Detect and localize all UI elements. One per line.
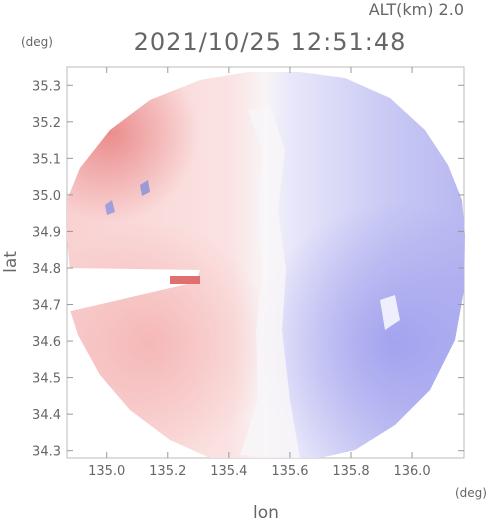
altitude-label: ALT(km) 2.0 xyxy=(369,0,464,19)
y-tick-label: 35.1 xyxy=(32,152,61,167)
x-tick-label: 135.4 xyxy=(210,464,247,479)
y-axis-ticks: 34.3 34.4 34.5 34.6 34.7 34.8 34.9 35.0 35.1 35.2… xyxy=(32,79,464,460)
y-tick-label: 35.3 xyxy=(32,79,61,94)
y-tick-label: 34.6 xyxy=(32,335,61,350)
y-unit-label: (deg) xyxy=(21,35,53,49)
x-tick-label: 135.6 xyxy=(271,464,308,479)
x-axis-label: lon xyxy=(253,503,279,521)
x-tick-label: 136.0 xyxy=(393,464,430,479)
y-tick-label: 34.4 xyxy=(32,408,61,423)
y-tick-label: 34.8 xyxy=(32,262,61,277)
y-tick-label: 34.9 xyxy=(32,225,61,240)
x-unit-label: (deg) xyxy=(455,486,487,500)
y-tick-label: 35.0 xyxy=(32,189,61,204)
data-gap-wedge xyxy=(67,268,200,312)
y-tick-label: 34.3 xyxy=(32,445,61,460)
y-tick-label: 34.5 xyxy=(32,372,61,387)
x-tick-label: 135.0 xyxy=(88,464,125,479)
neutral-band xyxy=(240,105,300,458)
blue-speck-nw xyxy=(140,180,150,196)
x-tick-label: 135.8 xyxy=(332,464,369,479)
x-axis-ticks: 135.0 135.2 135.4 135.6 135.8 136.0 xyxy=(88,67,431,479)
se-fringe xyxy=(380,295,400,330)
y-tick-label: 34.7 xyxy=(32,299,61,314)
blue-speck-w xyxy=(105,200,115,215)
chart-title: 2021/10/25 12:51:48 xyxy=(134,28,407,56)
y-axis-label: lat xyxy=(1,251,21,273)
radar-field xyxy=(67,72,465,458)
red-streak xyxy=(170,276,200,284)
x-tick-label: 135.2 xyxy=(149,464,186,479)
y-tick-label: 35.2 xyxy=(32,116,61,131)
